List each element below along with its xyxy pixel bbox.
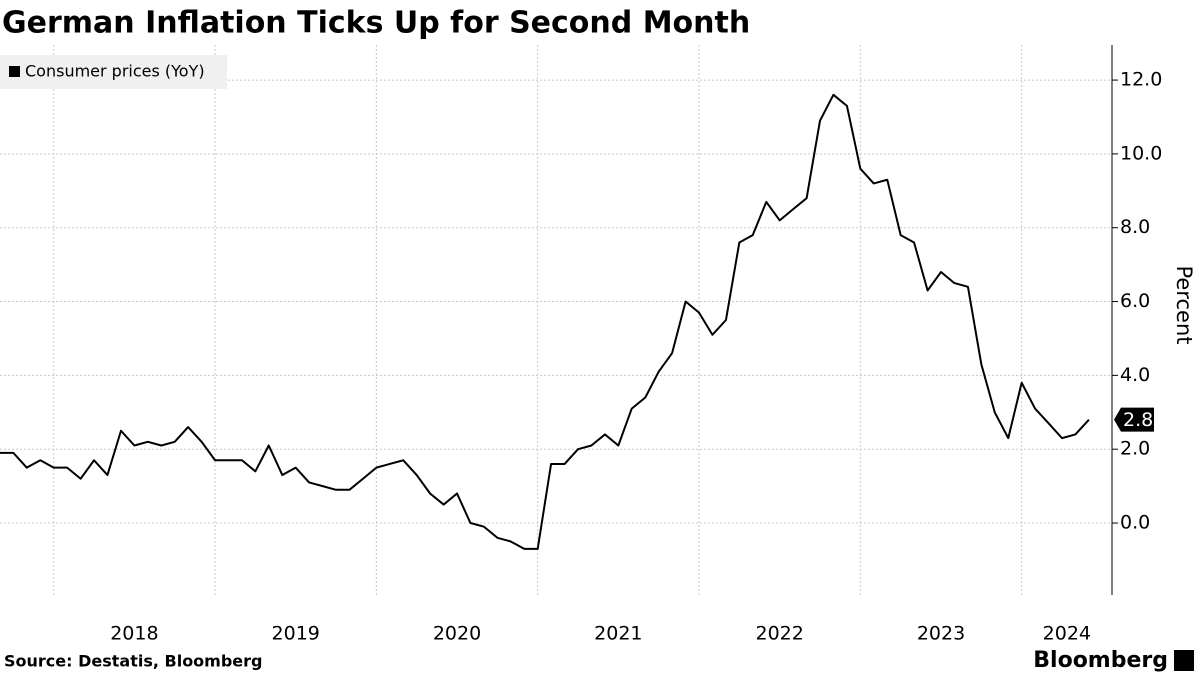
x-tick-label: 2021 [594,623,642,645]
x-tick-label: 2023 [917,623,965,645]
x-tick-label: 2018 [110,623,158,645]
legend-swatch [9,66,20,77]
brand-icon [1174,650,1194,671]
last-value-tag [1114,407,1154,432]
x-tick-label: 2024 [1043,623,1091,645]
y-tick-label: 10.0 [1120,142,1162,164]
legend-label: Consumer prices (YoY) [25,62,205,81]
y-tick-label: 6.0 [1120,290,1150,312]
chart-title: German Inflation Ticks Up for Second Mon… [2,6,750,41]
y-tick-label: 0.0 [1120,512,1150,534]
legend-box [0,55,227,89]
x-tick-label: 2020 [433,623,481,645]
y-tick-label: 8.0 [1120,216,1150,238]
y-tick-label: 2.0 [1120,438,1150,460]
source-note: Source: Destatis, Bloomberg [4,652,263,671]
y-tick-label: 12.0 [1120,69,1162,91]
brand: Bloomberg [1033,648,1168,673]
data-line [0,93,1090,550]
x-tick-label: 2022 [755,623,803,645]
x-tick-label: 2019 [272,623,320,645]
last-value-label: 2.8 [1123,409,1153,431]
y-tick-label: 4.0 [1120,364,1150,386]
y-axis-label: Percent [1172,265,1196,344]
